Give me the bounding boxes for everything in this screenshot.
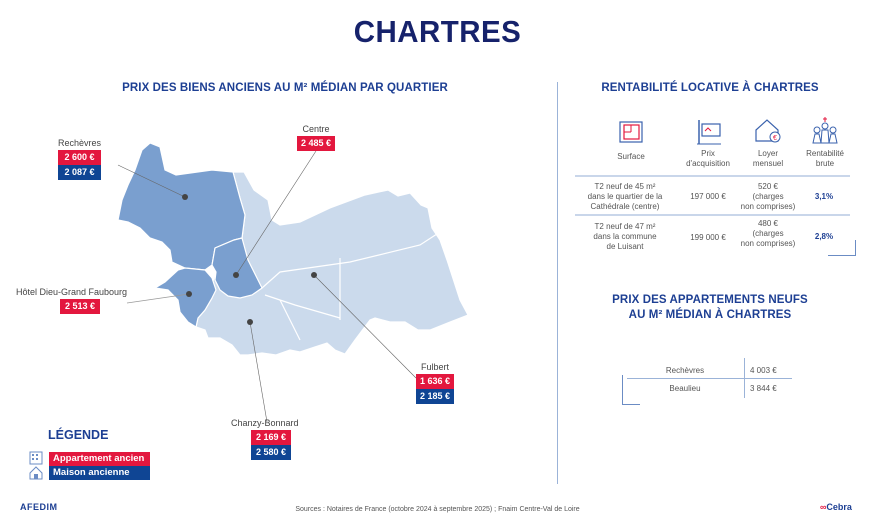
neufs-title-l1: PRIX DES APPARTEMENTS NEUFS: [612, 294, 808, 306]
text: dans la commune: [593, 232, 657, 241]
table-divider: [575, 214, 850, 216]
text: 520 €: [757, 182, 779, 191]
district-chanzy-bonnard: Chanzy-Bonnard 2 169 € 2 580 €: [231, 418, 299, 460]
building-icon: [29, 451, 43, 465]
row2-prix: 199 000 €: [690, 233, 726, 242]
legend-appartement: Appartement ancien: [49, 452, 150, 466]
col-rentabilite: Rentabilité brute: [795, 149, 855, 169]
text: T2 neuf de 45 m²: [594, 182, 656, 191]
text: dans le quartier de la: [587, 192, 663, 201]
col-rent-l2: brute: [815, 159, 835, 168]
cebra-logo: ∞Cebra: [820, 502, 852, 512]
neufs-row1-quartier: Rechèvres: [665, 366, 705, 375]
col-rent-l1: Rentabilité: [806, 149, 844, 158]
house-money-icon: €: [755, 119, 781, 143]
text: (charges: [752, 192, 784, 201]
neufs-row2-prix: 3 844 €: [750, 384, 777, 393]
row1-surface: T2 neuf de 45 m² dans le quartier de la …: [575, 182, 675, 212]
cebra-text: Cebra: [826, 502, 852, 512]
district-fulbert: Fulbert 1 636 € 2 185 €: [416, 362, 455, 404]
section-divider: [557, 82, 558, 484]
text: non comprises): [740, 202, 796, 211]
corner-line: [828, 255, 856, 256]
maison-price: 2 185 €: [416, 389, 455, 404]
row1-loyer: 520 € (charges non comprises): [732, 182, 804, 212]
district-name: Chanzy-Bonnard: [231, 418, 299, 428]
floorplan-icon: [619, 121, 643, 143]
col-prix: Prix d'acquisition: [678, 149, 738, 169]
district-name: Hôtel Dieu-Grand Faubourg: [16, 287, 128, 297]
neufs-title: PRIX DES APPARTEMENTS NEUFS AU M² MÉDIAN…: [560, 293, 860, 323]
row1-rentabilite: 3,1%: [814, 192, 834, 201]
appartement-price: 2 485 €: [297, 136, 336, 151]
appartement-price: 2 513 €: [60, 299, 100, 314]
svg-text:€: €: [773, 135, 777, 142]
legend-maison: Maison ancienne: [49, 466, 150, 480]
neufs-title-l2: AU M² MÉDIAN À CHARTRES: [628, 309, 792, 321]
page-title: CHARTRES: [353, 14, 522, 49]
district-map: [117, 142, 469, 423]
col-prix-l1: Prix: [701, 149, 715, 158]
text: de Luisant: [606, 242, 644, 251]
legend-title: LÉGENDE: [48, 428, 109, 442]
row2-loyer: 480 € (charges non comprises): [732, 219, 804, 249]
district-name: Fulbert: [421, 362, 450, 372]
map-section-title: PRIX DES BIENS ANCIENS AU M² MÉDIAN PAR …: [122, 82, 448, 94]
district-centre: Centre 2 485 €: [297, 124, 336, 151]
district-name: Rechèvres: [58, 138, 102, 148]
appartement-price: 2 169 €: [251, 430, 291, 445]
row-divider: [627, 378, 792, 379]
col-loyer-l2: mensuel: [752, 159, 784, 168]
maison-price: 2 087 €: [58, 165, 102, 180]
sign-icon: [697, 120, 721, 145]
col-loyer-l1: Loyer: [757, 149, 778, 158]
corner-line: [622, 404, 640, 405]
chess-icon: [812, 117, 838, 144]
corner-line: [622, 375, 623, 405]
text: T2 neuf de 47 m²: [594, 222, 656, 231]
text: non comprises): [740, 239, 796, 248]
row1-prix: 197 000 €: [690, 192, 726, 201]
row2-surface: T2 neuf de 47 m² dans la commune de Luis…: [575, 222, 675, 252]
sources-text: Sources : Notaires de France (octobre 20…: [295, 506, 580, 513]
district-name: Centre: [302, 124, 330, 134]
col-prix-l2: d'acquisition: [686, 159, 730, 168]
rentabilite-title: RENTABILITÉ LOCATIVE À CHARTRES: [601, 82, 819, 94]
col-loyer: Loyer mensuel: [738, 149, 798, 169]
col-surface: Surface: [617, 152, 645, 161]
text: 480 €: [757, 219, 779, 228]
district-rechevres: Rechèvres 2 600 € 2 087 €: [58, 138, 102, 180]
neufs-row1-prix: 4 003 €: [750, 366, 777, 375]
appartement-price: 2 600 €: [58, 150, 102, 165]
text: Cathédrale (centre): [590, 202, 660, 211]
table-divider: [575, 175, 850, 177]
maison-price: 2 580 €: [251, 445, 291, 460]
afedim-logo: AFEDIM: [20, 502, 58, 512]
house-icon: [29, 466, 43, 480]
corner-line: [855, 240, 856, 256]
text: (charges: [752, 229, 784, 238]
appartement-price: 1 636 €: [416, 374, 455, 389]
district-hotel-dieu: Hôtel Dieu-Grand Faubourg 2 513 €: [16, 287, 140, 314]
neufs-row2-quartier: Beaulieu: [669, 384, 701, 393]
row2-rentabilite: 2,8%: [814, 232, 834, 241]
